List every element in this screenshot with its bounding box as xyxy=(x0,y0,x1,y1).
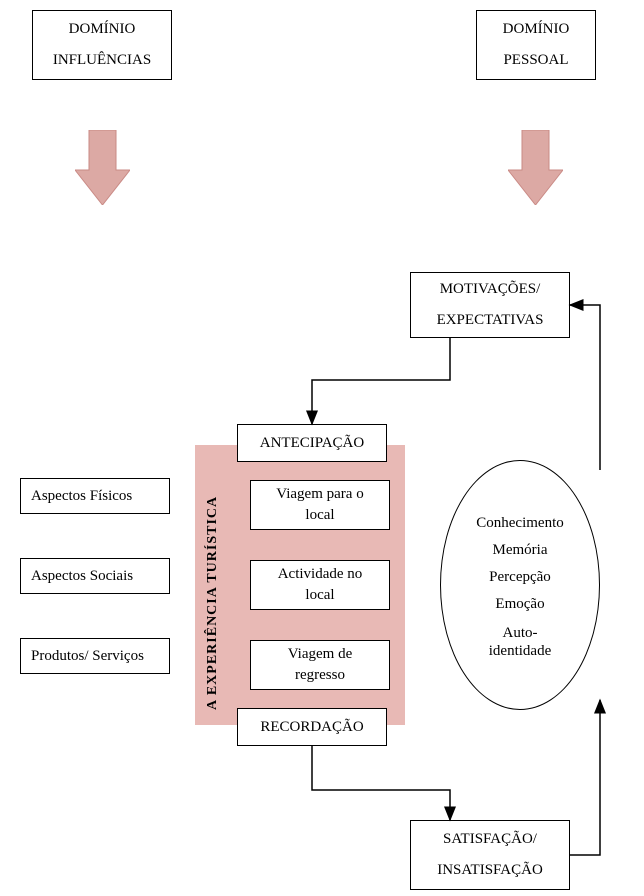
connectors xyxy=(0,0,644,896)
